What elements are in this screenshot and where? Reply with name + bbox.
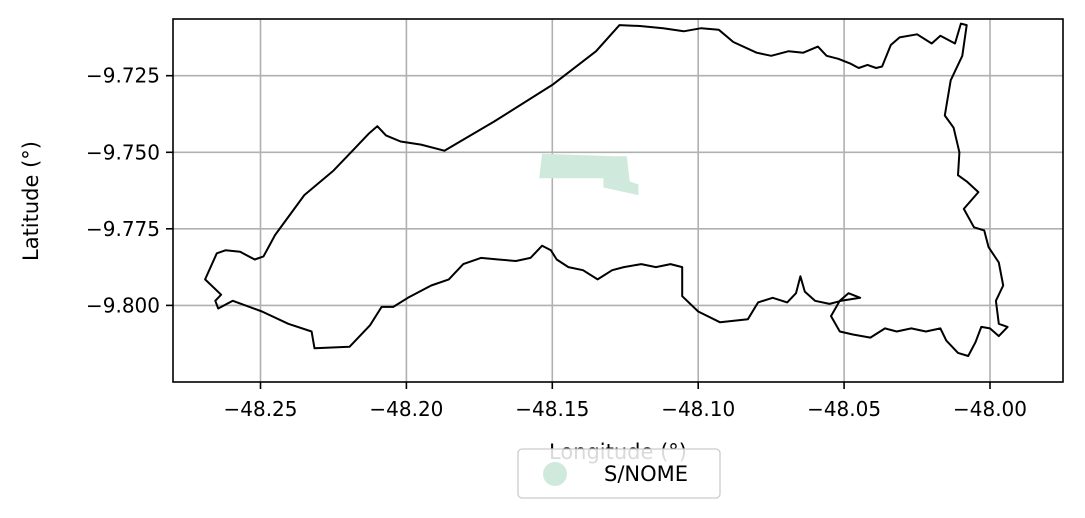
x-tick-label: −48.25: [223, 397, 297, 421]
legend-label: S/NOME: [604, 462, 688, 486]
y-axis-title: Latitude (°): [19, 141, 43, 261]
y-tick-label: −9.775: [86, 217, 160, 241]
x-tick-label: −48.10: [661, 397, 735, 421]
y-tick-label: −9.750: [86, 140, 160, 164]
x-tick-label: −48.00: [953, 397, 1027, 421]
y-tick-label: −9.725: [86, 64, 160, 88]
x-tick-label: −48.15: [515, 397, 589, 421]
legend-box: [517, 448, 721, 499]
x-tick-label: −48.20: [369, 397, 443, 421]
x-tick-label: −48.05: [807, 397, 881, 421]
legend: S/NOME: [517, 448, 721, 499]
x-ticks: −48.25 −48.20 −48.15 −48.10 −48.05 −48.00: [223, 382, 1027, 421]
legend-marker: [543, 462, 567, 486]
boundary-layer: [204, 22, 1009, 357]
plot-frame: [172, 18, 1064, 383]
y-tick-label: −9.800: [86, 293, 160, 317]
y-ticks: −9.725 −9.750 −9.775 −9.800: [86, 64, 173, 317]
area-polygon-s-nome: [539, 153, 639, 196]
grid-layer: [173, 19, 1063, 382]
municipality-boundary: [204, 22, 1009, 357]
area-layer: [539, 153, 639, 196]
